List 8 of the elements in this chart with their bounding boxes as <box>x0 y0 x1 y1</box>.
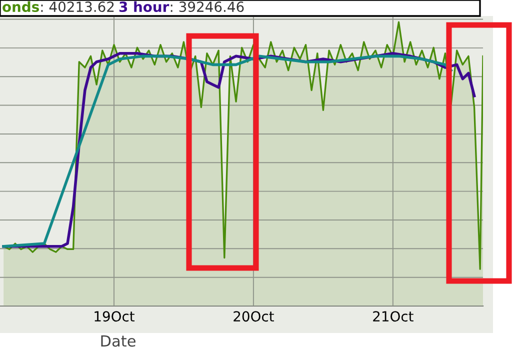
text: : 40213.62 <box>41 2 114 12</box>
x-tick-label: 19Oct <box>94 311 135 322</box>
text: : 39246.46 <box>170 2 244 12</box>
x-tick-label: 20Oct <box>234 311 274 322</box>
x-axis-title: Date <box>101 335 136 347</box>
x-tick-label: 21Oct <box>373 311 414 322</box>
text: onds <box>2 1 39 12</box>
text: 3 hour <box>119 1 170 12</box>
